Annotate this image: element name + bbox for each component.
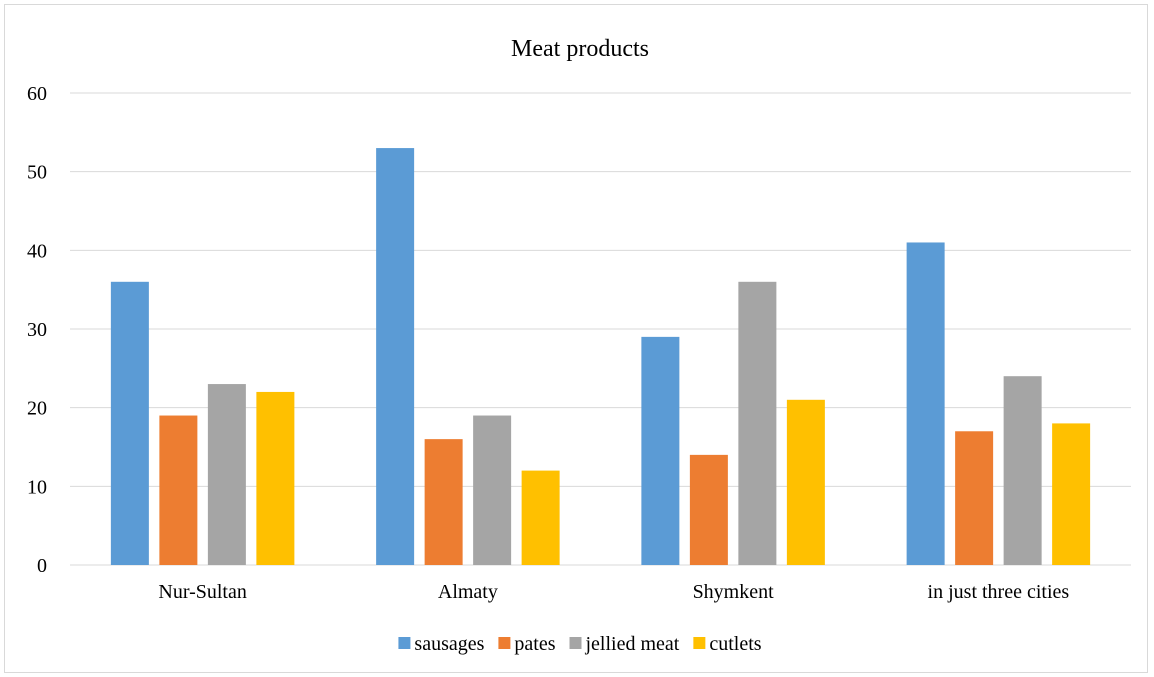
bar-cutlets-3 [1052, 423, 1091, 565]
bar-cutlets-1 [521, 470, 560, 565]
bars [110, 148, 1091, 566]
x-tick-label: Shymkent [693, 581, 775, 603]
bar-sausages-2 [641, 336, 680, 565]
bar-cutlets-0 [256, 391, 295, 565]
bar-jellied-meat-1 [473, 415, 512, 565]
y-tick-label: 20 [27, 398, 47, 420]
x-tick-label: Almaty [438, 581, 498, 603]
legend-swatch [398, 637, 411, 649]
bar-sausages-1 [376, 148, 415, 566]
legend-label: pates [514, 633, 555, 655]
bar-cutlets-2 [786, 399, 825, 565]
legend-label: cutlets [709, 633, 761, 655]
x-tick-label: in just three cities [928, 581, 1070, 603]
y-tick-label: 0 [37, 555, 47, 577]
legend-swatch [693, 637, 706, 649]
bar-pates-1 [424, 439, 463, 565]
y-tick-label: 60 [27, 83, 47, 105]
y-tick-label: 40 [27, 240, 47, 262]
x-axis-tick-labels: Nur-Sultan Almaty Shymkent in just three ci… [158, 581, 1069, 603]
bar-jellied-meat-0 [207, 384, 246, 565]
legend-item: pates [498, 633, 556, 655]
legend-swatch [569, 637, 582, 649]
legend-item: cutlets [693, 633, 762, 655]
legend: sausages pates jellied meat cutlets [398, 633, 762, 655]
legend-item: sausages [398, 633, 485, 655]
legend-label: jellied meat [585, 633, 680, 655]
gridlines [70, 92, 1131, 566]
bar-jellied-meat-3 [1003, 376, 1042, 565]
bar-jellied-meat-2 [738, 281, 777, 565]
bar-pates-2 [689, 454, 728, 565]
legend-swatch [498, 637, 511, 649]
x-tick-label: Nur-Sultan [158, 581, 246, 603]
legend-label: sausages [414, 633, 484, 655]
bar-pates-3 [955, 431, 994, 565]
legend-item: jellied meat [569, 633, 680, 655]
chart-title: Meat products [511, 36, 649, 62]
y-axis-tick-labels: 0 10 20 30 40 50 60 [27, 83, 47, 577]
y-tick-label: 30 [27, 319, 47, 341]
bar-sausages-3 [906, 242, 945, 565]
y-tick-label: 50 [27, 162, 47, 184]
bar-sausages-0 [110, 281, 149, 565]
y-tick-label: 10 [27, 476, 47, 498]
bar-pates-0 [159, 415, 198, 565]
